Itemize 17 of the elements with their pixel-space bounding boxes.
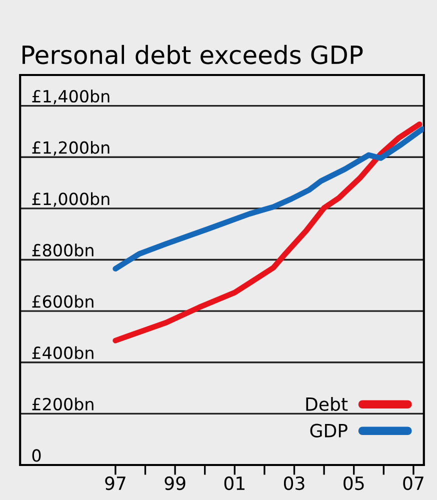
- y-tick-label: £1,200bn: [32, 140, 110, 156]
- y-tick-label: £400bn: [32, 346, 94, 360]
- x-tick-label: 07: [403, 476, 424, 490]
- y-tick-label: £200bn: [32, 398, 94, 410]
- y-tick-label: £1,400bn: [32, 90, 110, 104]
- y-tick-label: £600bn: [32, 294, 94, 308]
- y-tick-label: £800bn: [32, 244, 94, 257]
- x-tick-label: 01: [224, 476, 244, 490]
- x-tick-label: 99: [164, 476, 186, 490]
- x-tick-label: 97: [105, 476, 126, 490]
- chart-title: Personal debt exceeds GDP: [22, 44, 363, 64]
- x-tick-label: 03: [284, 476, 304, 490]
- legend-label: GDP: [310, 424, 348, 438]
- y-tick-label: 0: [32, 449, 41, 462]
- legend-label: Debt: [306, 396, 348, 411]
- y-tick-label: £1,000bn: [32, 192, 110, 207]
- x-tick-label: 05: [344, 476, 364, 490]
